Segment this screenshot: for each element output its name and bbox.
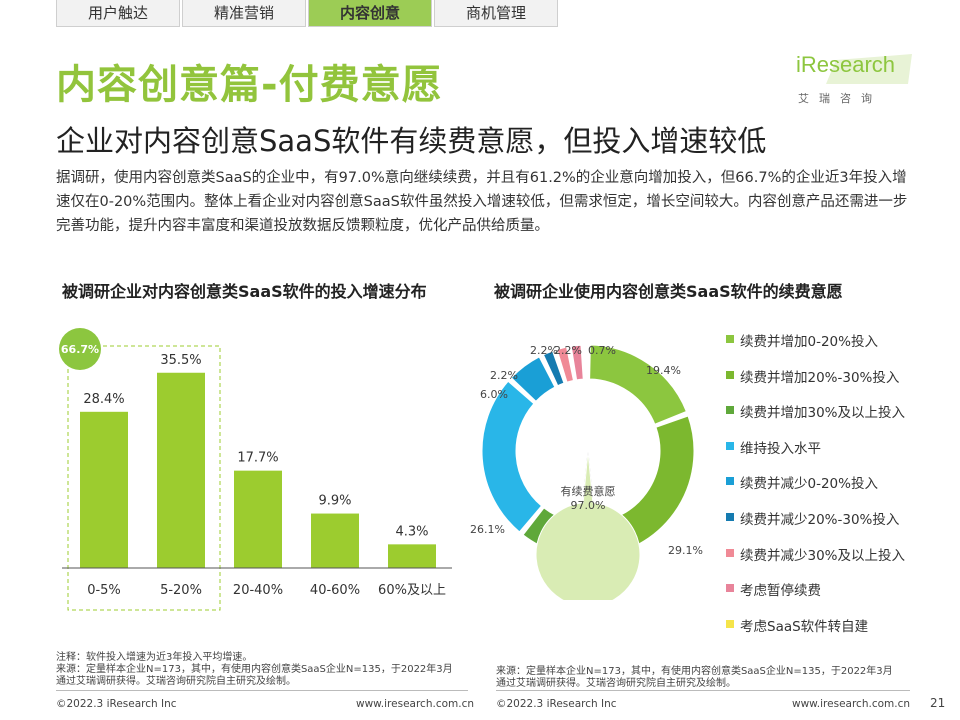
donut-legend: 续费并增加0-20%投入续费并增加20%-30%投入 续费并增加30%及以上投入维… — [726, 330, 905, 650]
bar-value-label: 17.7% — [237, 451, 278, 466]
note-line: 注释：软件投入增速为近3年投入平均增速。 — [56, 652, 253, 663]
donut-slice — [481, 380, 543, 533]
page-subtitle: 企业对内容创意SaaS软件有续费意愿，但投入增速较低 — [56, 124, 767, 158]
bar-category-label: 0-5% — [87, 583, 121, 598]
legend-item: 续费并增加0-20%投入 — [726, 330, 905, 366]
legend-swatch — [726, 370, 734, 379]
legend-label: 续费并减少0-20%投入 — [740, 476, 878, 493]
donut-slice — [556, 346, 575, 383]
legend-label: 续费并增加20%-30%投入 — [740, 369, 900, 386]
donut-slice — [585, 344, 587, 380]
nav-tabs: 用户触达 精准营销 内容创意 商机管理 — [56, 0, 560, 28]
donut-center-value: 97.0% — [571, 499, 606, 512]
footer-url[interactable]: www.iresearch.com.cn — [792, 698, 911, 710]
bar-category-label: 40-60% — [310, 583, 360, 598]
legend-label: 考虑SaaS软件转自建 — [740, 618, 869, 635]
tab-user-reach[interactable]: 用户触达 — [56, 0, 180, 27]
bar-value-label: 9.9% — [318, 494, 351, 509]
slice-value-label: 26.1% — [470, 523, 505, 536]
bar-value-label: 28.4% — [83, 392, 124, 407]
bar-chart-title: 被调研企业对内容创意类SaaS软件的投入增速分布 — [62, 282, 427, 301]
donut-slice — [542, 350, 565, 387]
note-line: 来源：定量样本企业N=173，其中，有使用内容创意类SaaS企业N=135，于2… — [496, 666, 893, 677]
page-title: 内容创意篇-付费意愿 — [56, 62, 443, 108]
page-number: 21 — [930, 696, 946, 710]
footer-divider — [496, 690, 910, 691]
inner-pie-renew — [535, 450, 641, 600]
footer-copyright: ©2022.3 iResearch Inc — [496, 698, 617, 710]
legend-item: 考虑暂停续费 — [726, 579, 905, 615]
bar — [311, 513, 359, 568]
legend-swatch — [726, 477, 734, 486]
legend-item: 维持投入水平 — [726, 437, 905, 473]
donut-slice — [589, 344, 688, 425]
bar — [234, 470, 282, 568]
legend-swatch — [726, 406, 734, 415]
bar-chart: 28.4% 0-5% 35.5% 5-20% 17.7% 20-40% 9.9% 40-60%… — [59, 328, 452, 611]
legend-label: 续费并减少20%-30%投入 — [740, 511, 900, 528]
tab-precision-marketing[interactable]: 精准营销 — [182, 0, 306, 27]
slice-value-label: 6.0% — [480, 388, 508, 401]
slice-value-label: 29.1% — [668, 544, 703, 557]
bar-value-label: 35.5% — [160, 353, 201, 368]
legend-item: 续费并减少0-20%投入 — [726, 472, 905, 508]
highlight-badge — [59, 328, 101, 370]
legend-item: 续费并减少30%及以上投入 — [726, 544, 905, 580]
bar-category-label: 60%及以上 — [378, 583, 446, 598]
slice-value-label: 0.7% — [588, 344, 616, 357]
tab-content-creative[interactable]: 内容创意 — [308, 0, 432, 27]
legend-label: 维持投入水平 — [740, 440, 821, 457]
legend-swatch — [726, 441, 734, 450]
notes-left: 注释：软件投入增速为近3年投入平均增速。 来源：定量样本企业N=173，其中，有… — [56, 652, 453, 688]
donut-slice — [570, 344, 584, 381]
legend-item: 考虑SaaS软件转自建 — [726, 615, 905, 651]
bar-category-label: 20-40% — [233, 583, 283, 598]
legend-swatch — [726, 512, 734, 521]
logo-text: iResearch — [796, 52, 896, 77]
highlight-badge-label: 66.7% — [61, 343, 99, 356]
legend-label: 续费并增加0-20%投入 — [740, 334, 878, 350]
bar-category-label: 5-20% — [160, 583, 202, 598]
highlight-box — [67, 345, 221, 611]
iresearch-logo: iResearch 艾瑞咨询 — [796, 50, 912, 110]
donut-chart: 19.4%29.1%12.7%26.1%6.0%2.2%2.2%2.2%0.7%… — [470, 344, 703, 600]
logo-subtext: 艾瑞咨询 — [798, 92, 882, 105]
legend-swatch — [726, 584, 734, 593]
slice-value-label: 2.2% — [530, 344, 558, 357]
legend-item: 续费并增加20%-30%投入 — [726, 366, 905, 402]
note-line: 通过艾瑞调研获得。艾瑞咨询研究院自主研究及绘制。 — [56, 676, 296, 687]
note-line: 通过艾瑞调研获得。艾瑞咨询研究院自主研究及绘制。 — [496, 678, 736, 689]
donut-slice — [510, 356, 556, 402]
legend-label: 续费并减少30%及以上投入 — [740, 547, 906, 564]
footer-copyright: ©2022.3 iResearch Inc — [56, 698, 177, 710]
legend-item: 续费并增加30%及以上投入 — [726, 401, 905, 437]
slice-value-label: 19.4% — [646, 364, 681, 377]
legend-label: 考虑暂停续费 — [740, 583, 821, 600]
note-line: 来源：定量样本企业N=173，其中，有使用内容创意类SaaS企业N=135，于2… — [56, 664, 453, 675]
slice-value-label: 2.2% — [554, 344, 582, 357]
footer-url[interactable]: www.iresearch.com.cn — [356, 698, 475, 710]
legend-swatch — [726, 619, 734, 628]
bar — [388, 544, 436, 568]
logo-shape-icon — [826, 54, 912, 84]
notes-right: 来源：定量样本企业N=173，其中，有使用内容创意类SaaS企业N=135，于2… — [496, 666, 893, 690]
legend-swatch — [726, 335, 734, 343]
donut-chart-title: 被调研企业使用内容创意类SaaS软件的续费意愿 — [494, 282, 843, 301]
description-paragraph: 据调研，使用内容创意类SaaS的企业中，有97.0%意向继续续费，并且有61.2… — [56, 170, 908, 234]
bar — [157, 372, 205, 568]
tab-opportunity-management[interactable]: 商机管理 — [434, 0, 558, 27]
donut-center-label: 有续费意愿 — [561, 484, 616, 498]
legend-swatch — [726, 548, 734, 557]
bar — [80, 411, 128, 568]
bar-value-label: 4.3% — [395, 524, 428, 539]
slice-value-label: 2.2% — [490, 369, 518, 382]
legend-label: 续费并增加30%及以上投入 — [740, 405, 906, 422]
footer-divider — [56, 690, 468, 691]
legend-item: 续费并减少20%-30%投入 — [726, 508, 905, 544]
